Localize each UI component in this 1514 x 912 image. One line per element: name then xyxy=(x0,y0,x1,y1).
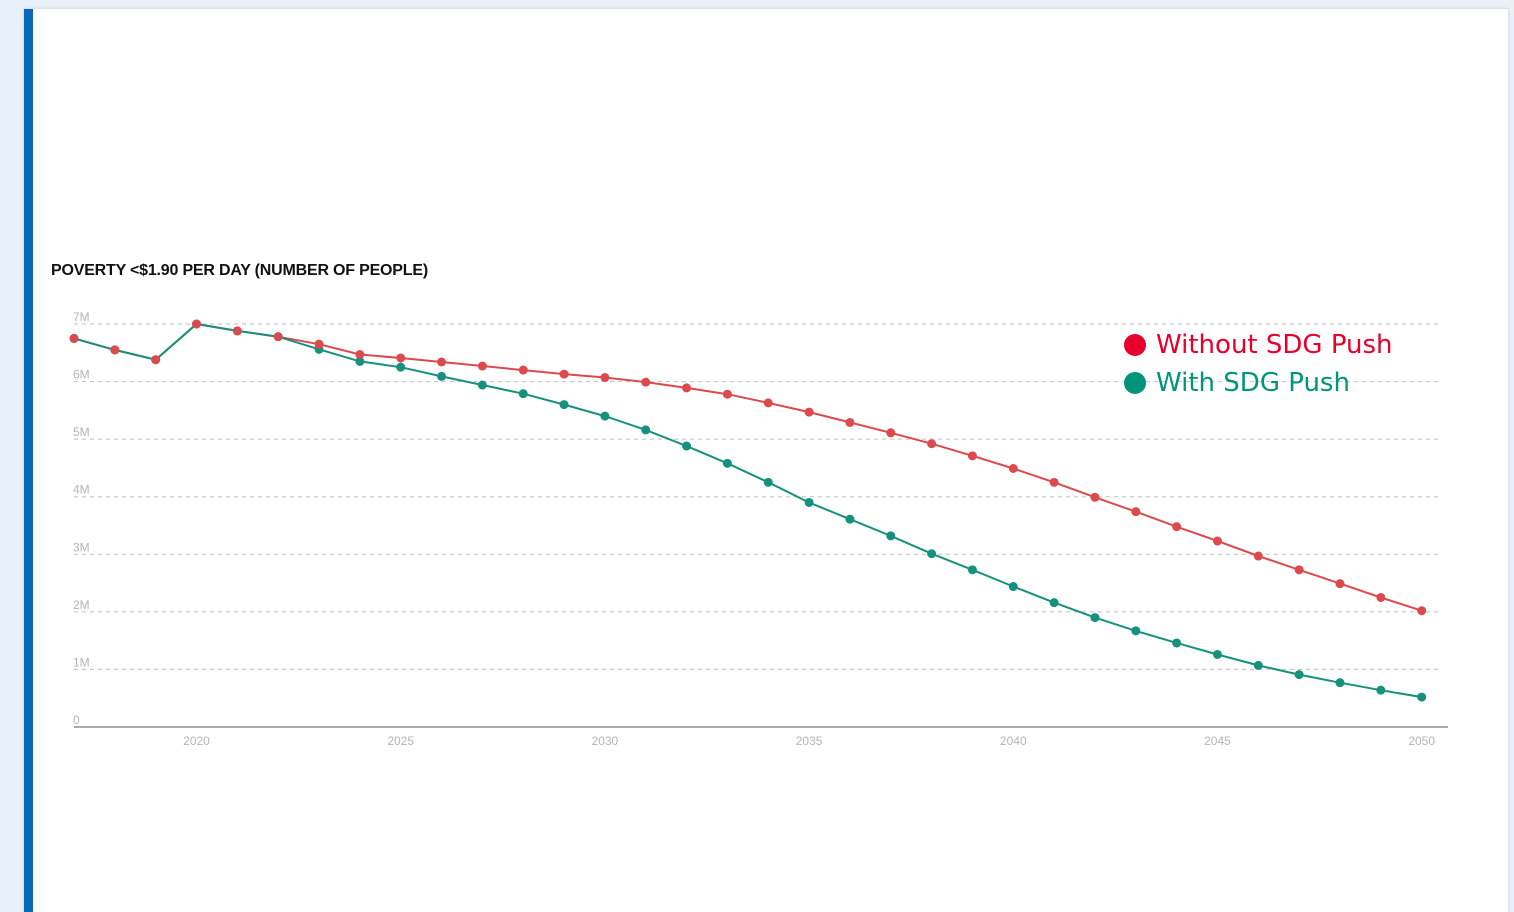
y-tick-label: 1M xyxy=(73,655,90,669)
gridlines xyxy=(74,323,1438,670)
data-point-series-1 xyxy=(967,565,977,575)
series-points xyxy=(69,319,1427,702)
y-tick-label: 7M xyxy=(73,310,90,324)
series-line-0 xyxy=(73,323,1423,612)
data-point-series-0 xyxy=(1212,536,1222,546)
legend-item-with[interactable]: With SDG Push xyxy=(1124,364,1393,402)
data-point-series-1 xyxy=(396,362,406,372)
data-point-series-0 xyxy=(600,373,610,383)
data-point-series-1 xyxy=(1417,692,1427,702)
data-point-series-1 xyxy=(1090,613,1100,623)
legend-label-with: With SDG Push xyxy=(1156,368,1350,398)
data-point-series-0 xyxy=(1335,579,1345,589)
data-point-series-1 xyxy=(1376,685,1386,695)
data-point-series-0 xyxy=(1049,477,1059,487)
y-axis-ticks: 0 1M 2M 3M 4M 5M 6M 7M xyxy=(73,310,90,727)
data-point-series-0 xyxy=(682,383,692,393)
x-axis-ticks: 2020 2025 2030 2035 2040 2045 2050 xyxy=(183,734,1435,748)
data-point-series-0 xyxy=(1090,492,1100,502)
data-point-series-0 xyxy=(1253,551,1263,561)
data-point-series-0 xyxy=(110,345,120,355)
data-point-series-1 xyxy=(355,356,365,366)
data-point-series-1 xyxy=(437,371,447,381)
data-point-series-1 xyxy=(1253,660,1263,670)
legend-item-without[interactable]: Without SDG Push xyxy=(1124,326,1393,364)
series-lines xyxy=(73,323,1423,699)
data-point-series-1 xyxy=(1049,598,1059,608)
data-point-series-0 xyxy=(192,319,202,329)
data-point-series-1 xyxy=(886,531,896,541)
data-point-series-0 xyxy=(1294,565,1304,575)
data-point-series-0 xyxy=(273,332,283,342)
data-point-series-1 xyxy=(641,425,651,435)
data-point-series-0 xyxy=(641,377,651,387)
data-point-series-0 xyxy=(1008,464,1018,474)
data-point-series-1 xyxy=(722,458,732,468)
data-point-series-1 xyxy=(477,380,487,390)
data-point-series-1 xyxy=(1131,626,1141,636)
data-point-series-1 xyxy=(1294,670,1304,680)
data-point-series-1 xyxy=(804,497,814,507)
data-point-series-1 xyxy=(1212,649,1222,659)
data-point-series-1 xyxy=(559,400,569,410)
data-point-series-0 xyxy=(232,326,242,336)
y-tick-label: 4M xyxy=(73,483,90,497)
data-point-series-0 xyxy=(69,333,79,343)
legend-swatch-without xyxy=(1124,334,1146,356)
data-point-series-0 xyxy=(1172,522,1182,532)
data-point-series-0 xyxy=(151,355,161,365)
data-point-series-0 xyxy=(1376,592,1386,602)
data-point-series-1 xyxy=(845,514,855,524)
data-point-series-1 xyxy=(763,477,773,487)
data-point-series-1 xyxy=(600,411,610,421)
x-tick-label: 2035 xyxy=(796,734,823,748)
data-point-series-1 xyxy=(1335,678,1345,688)
data-point-series-1 xyxy=(518,389,528,399)
data-point-series-1 xyxy=(927,549,937,559)
data-point-series-0 xyxy=(1131,507,1141,517)
x-tick-label: 2045 xyxy=(1204,734,1231,748)
x-tick-label: 2040 xyxy=(1000,734,1027,748)
data-point-series-1 xyxy=(682,441,692,451)
series-line-1 xyxy=(73,323,1422,699)
y-tick-label: 6M xyxy=(73,368,90,382)
data-point-series-1 xyxy=(1008,582,1018,592)
card-accent-bar xyxy=(24,9,33,912)
data-point-series-0 xyxy=(477,361,487,371)
data-point-series-0 xyxy=(559,369,569,379)
y-tick-label: 0 xyxy=(73,713,80,727)
data-point-series-0 xyxy=(763,398,773,408)
chart-legend: Without SDG Push With SDG Push xyxy=(1124,326,1393,402)
legend-swatch-with xyxy=(1124,372,1146,394)
data-point-series-0 xyxy=(967,451,977,461)
data-point-series-0 xyxy=(1417,606,1427,616)
data-point-series-0 xyxy=(886,428,896,438)
x-tick-label: 2030 xyxy=(592,734,619,748)
legend-label-without: Without SDG Push xyxy=(1156,330,1393,360)
data-point-series-0 xyxy=(804,407,814,417)
data-point-series-0 xyxy=(396,353,406,363)
data-point-series-0 xyxy=(314,339,324,349)
y-tick-label: 2M xyxy=(73,598,90,612)
x-tick-label: 2050 xyxy=(1408,734,1435,748)
data-point-series-1 xyxy=(1172,638,1182,648)
data-point-series-0 xyxy=(722,389,732,399)
data-point-series-0 xyxy=(845,417,855,427)
chart-title: POVERTY <$1.90 PER DAY (NUMBER OF PEOPLE… xyxy=(51,262,428,279)
data-point-series-0 xyxy=(355,350,365,360)
data-point-series-0 xyxy=(518,365,528,375)
x-tick-label: 2020 xyxy=(183,734,210,748)
y-tick-label: 3M xyxy=(73,540,90,554)
data-point-series-0 xyxy=(927,439,937,449)
data-point-series-0 xyxy=(437,357,447,367)
chart-card xyxy=(24,9,1508,912)
y-tick-label: 5M xyxy=(73,425,90,439)
x-tick-label: 2025 xyxy=(387,734,414,748)
